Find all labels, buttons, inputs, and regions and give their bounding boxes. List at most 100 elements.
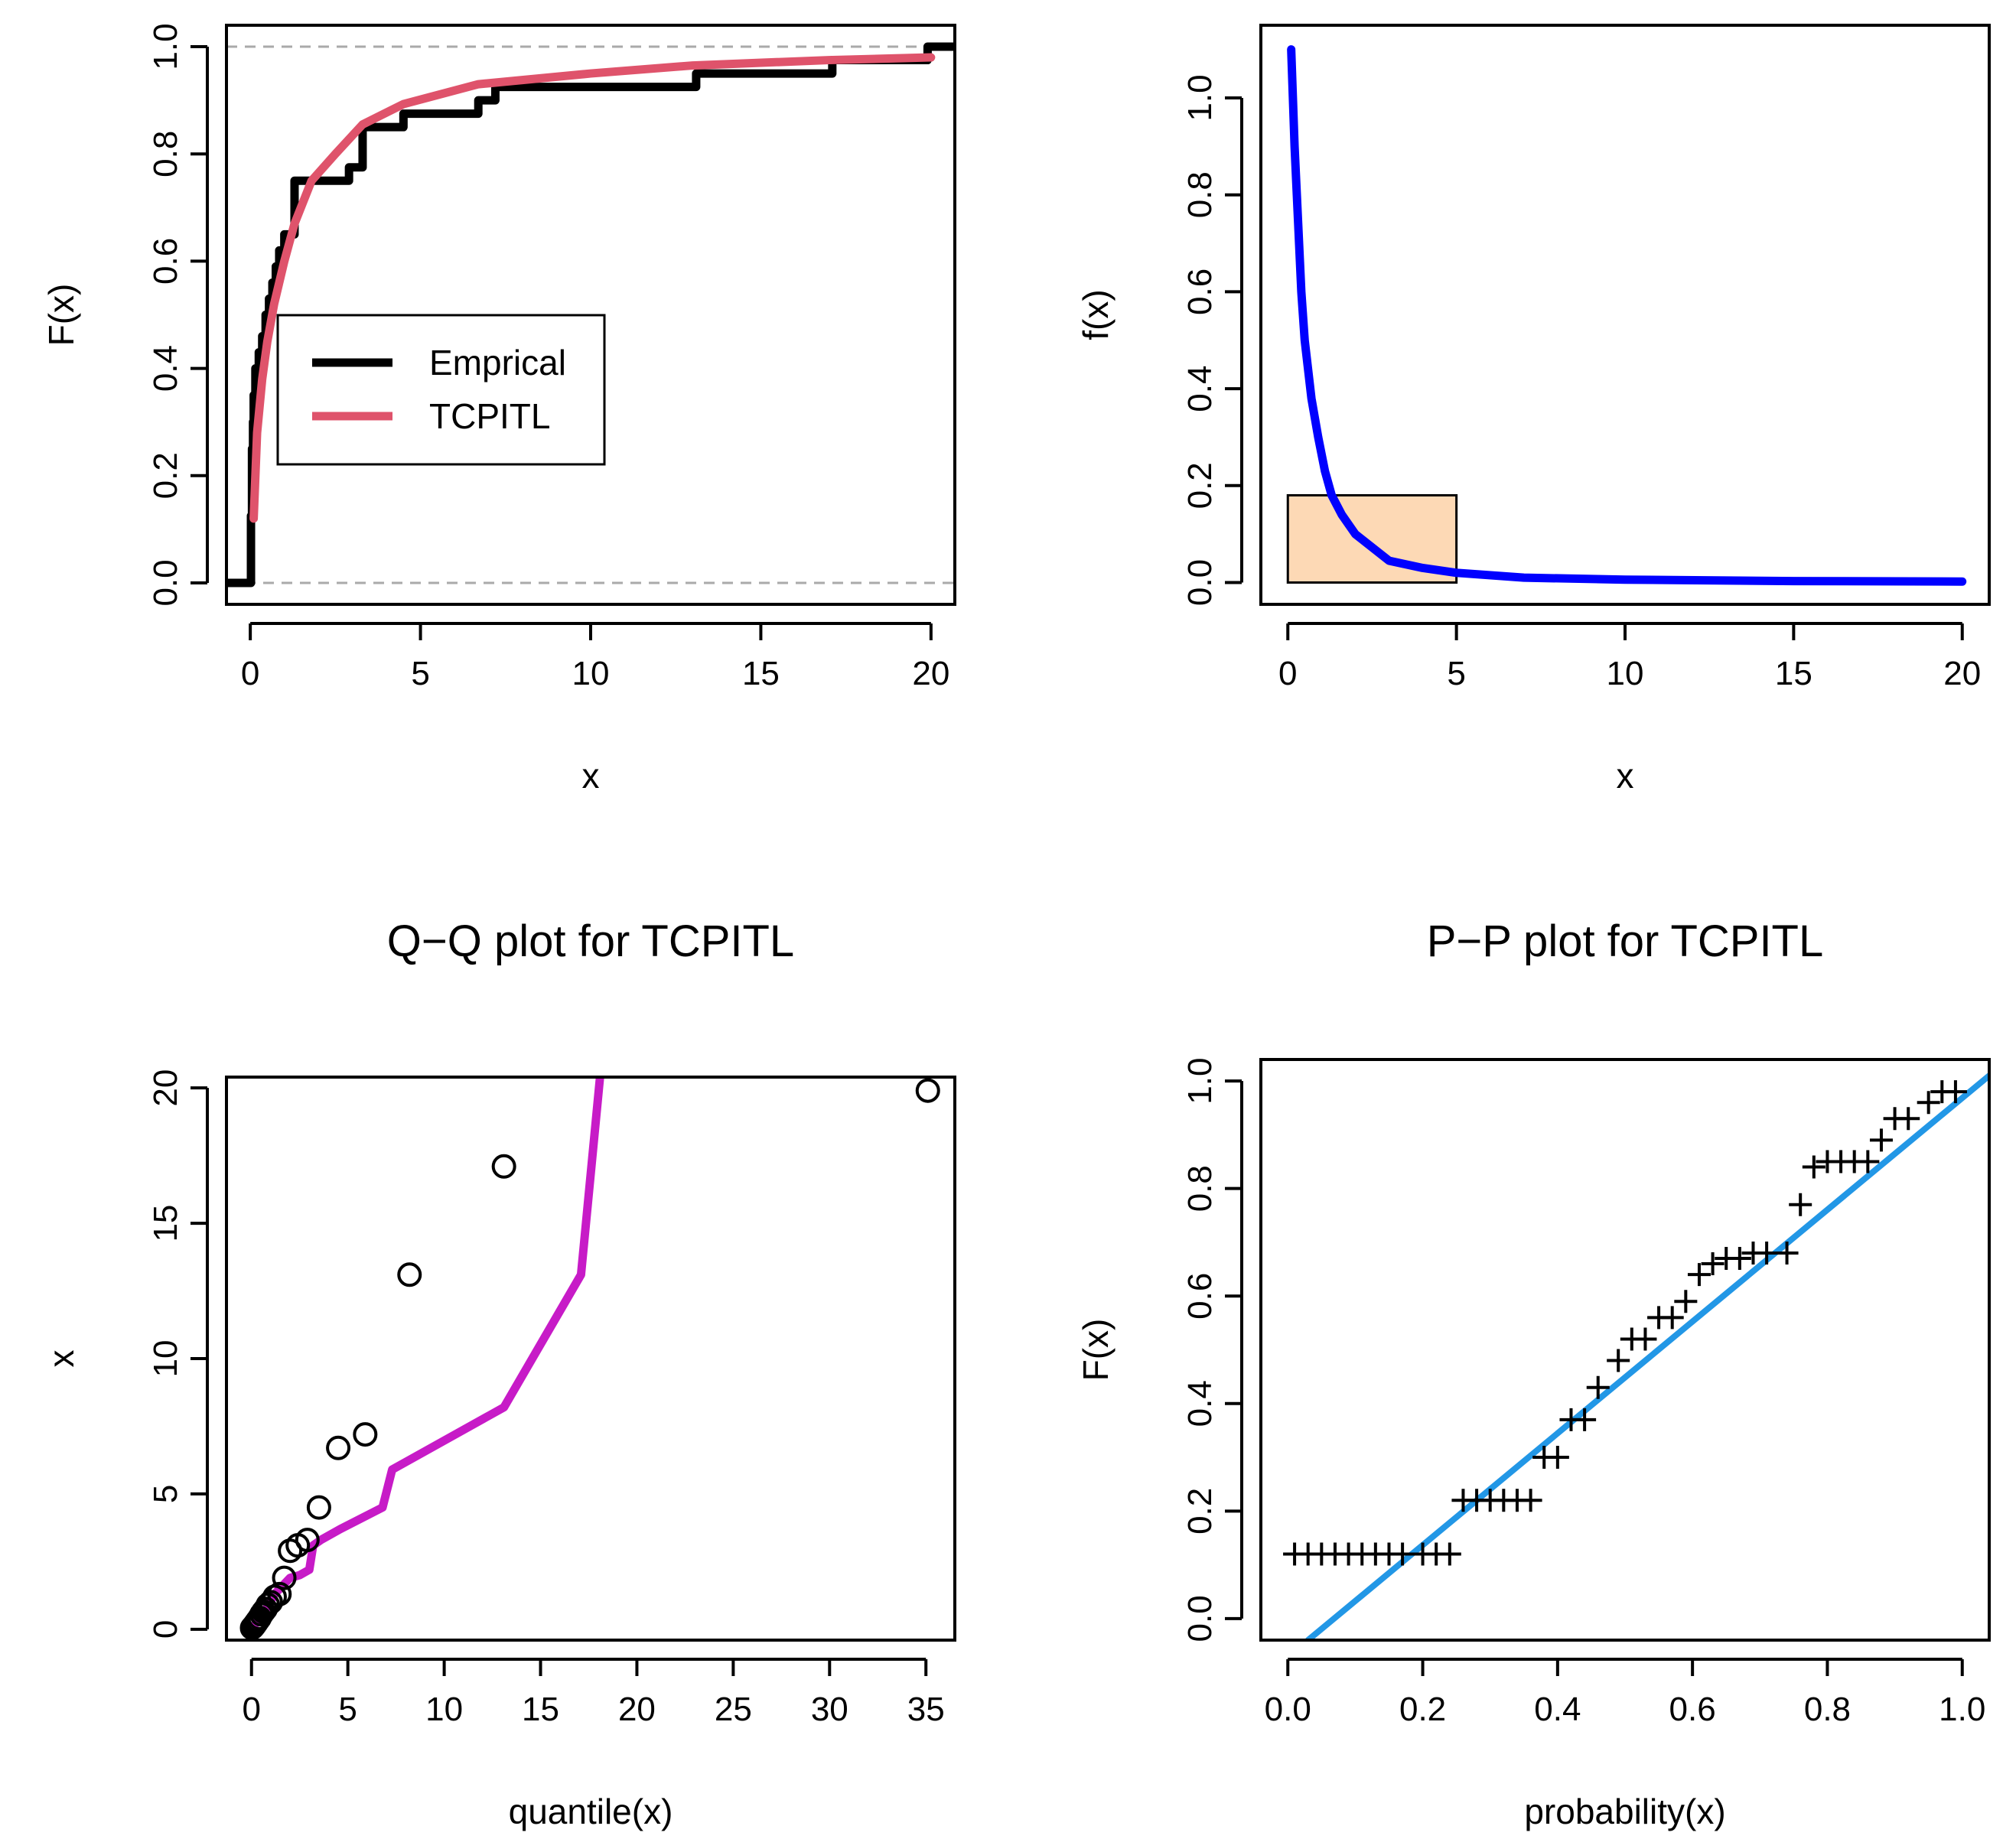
x-tick-label-1: 5	[338, 1691, 357, 1728]
y-tick-label-0: 0.0	[147, 559, 184, 606]
x-axis-label: quantile(x)	[509, 1792, 673, 1831]
pp-point-32	[1728, 1247, 1751, 1271]
x-tick-label-7: 35	[907, 1691, 945, 1728]
qq-point-20	[353, 1422, 378, 1447]
y-tick-label-2: 0.4	[147, 345, 184, 392]
series-line-emprical	[226, 42, 955, 588]
x-tick-label-3: 15	[1775, 655, 1812, 692]
x-tick-label-1: 0.2	[1399, 1691, 1446, 1728]
y-axis-label: F(x)	[41, 284, 81, 347]
cdf-panel: 0 5 10 15 20 0.0 0.2 0.4 0.6 0.8 1.0 x F(x) Emprical T…	[41, 23, 956, 796]
y-tick-label-1: 5	[147, 1485, 184, 1503]
pp-point-30	[1701, 1252, 1725, 1276]
pp-point-19	[1545, 1446, 1569, 1470]
y-tick-label-4: 0.8	[1181, 171, 1219, 218]
pp-point-28	[1674, 1290, 1698, 1313]
y-tick-label-1: 0.2	[1181, 462, 1219, 509]
plot-area	[239, 1077, 940, 1640]
y-tick-label-5: 1.0	[147, 23, 184, 70]
x-axis-label: x	[1617, 756, 1634, 796]
x-tick-label-0: 0	[242, 1691, 260, 1728]
x-tick-label-0: 0	[1278, 655, 1297, 692]
y-tick-label-0: 0.0	[1181, 559, 1219, 606]
y-axis-label: F(x)	[1076, 1319, 1115, 1382]
pp-point-21	[1573, 1408, 1597, 1431]
plot-area	[1283, 1072, 1989, 1640]
y-tick-label-5: 1.0	[1181, 74, 1219, 121]
y-tick-label-4: 0.8	[1181, 1165, 1219, 1212]
pp-point-37	[1802, 1155, 1825, 1179]
x-tick-label-4: 0.8	[1804, 1691, 1851, 1728]
x-tick-label-2: 10	[572, 655, 610, 692]
y-tick-label-1: 0.2	[1181, 1488, 1219, 1535]
qq-point-19	[326, 1435, 351, 1460]
x-tick-label-1: 5	[411, 655, 429, 692]
x-tick-label-4: 20	[1943, 655, 1981, 692]
pp-point-22	[1586, 1375, 1610, 1399]
qq-panel: 0 5 10 15 20 25 30 35 0 5 10 15 20 quantile(x) x Q−Q pl…	[41, 916, 956, 1831]
plot-frame	[1259, 1058, 1991, 1642]
pp-point-41	[1856, 1150, 1880, 1173]
pp-point-25	[1633, 1327, 1657, 1351]
plot-area	[226, 42, 955, 588]
pp-point-45	[1917, 1091, 1940, 1115]
y-tick-label-0: 0	[147, 1620, 184, 1639]
legend-label-1: TCPITL	[429, 396, 550, 436]
y-tick-label-2: 10	[147, 1340, 184, 1378]
x-tick-label-2: 10	[425, 1691, 463, 1728]
pp-point-34	[1755, 1242, 1779, 1265]
y-axis-label: x	[41, 1350, 81, 1368]
x-tick-label-2: 0.4	[1534, 1691, 1581, 1728]
y-axis-label: f(x)	[1076, 289, 1115, 340]
density-panel: 0 5 10 15 20 0.0 0.2 0.4 0.6 0.8 1.0 x f(x)	[1076, 24, 1991, 796]
x-tick-label-2: 10	[1607, 655, 1644, 692]
y-tick-label-0: 0.0	[1181, 1595, 1219, 1642]
qq-point-11	[258, 1590, 283, 1615]
pp-point-44	[1897, 1107, 1920, 1131]
qq-point-14	[272, 1565, 297, 1590]
x-tick-label-5: 25	[715, 1691, 752, 1728]
pp-point-17	[1519, 1489, 1542, 1512]
plot-area	[1286, 45, 1967, 586]
y-tick-label-3: 0.6	[1181, 1273, 1219, 1320]
panel-title: P−P plot for TCPITL	[1427, 916, 1824, 966]
pp-point-42	[1869, 1128, 1893, 1152]
pp-point-36	[1789, 1193, 1812, 1216]
pp-point-35	[1775, 1242, 1799, 1265]
y-tick-label-1: 0.2	[147, 452, 184, 499]
y-tick-label-3: 0.6	[1181, 269, 1219, 315]
pp-point-8	[1391, 1542, 1415, 1566]
x-tick-label-3: 15	[522, 1691, 559, 1728]
y-tick-label-3: 0.6	[147, 238, 184, 285]
legend: Emprical TCPITL	[276, 314, 606, 466]
y-tick-label-4: 0.8	[147, 131, 184, 177]
legend-label-0: Emprical	[429, 343, 566, 382]
series-line-tcpitl	[249, 53, 936, 523]
series-line-0	[1287, 45, 1967, 586]
pp-point-29	[1687, 1263, 1711, 1287]
qq-point-13	[267, 1581, 292, 1606]
y-tick-label-4: 20	[147, 1069, 184, 1107]
y-tick-label-3: 15	[147, 1205, 184, 1242]
x-tick-label-3: 15	[742, 655, 780, 692]
qq-point-17	[295, 1528, 320, 1553]
x-tick-label-3: 0.6	[1669, 1691, 1716, 1728]
qq-point-21	[397, 1262, 422, 1287]
pp-point-27	[1660, 1306, 1684, 1330]
pp-point-23	[1607, 1349, 1630, 1372]
plot-frame	[225, 24, 956, 606]
x-tick-label-4: 20	[912, 655, 949, 692]
pp-point-47	[1943, 1080, 1967, 1104]
x-axis-label: probability(x)	[1524, 1792, 1725, 1831]
series-line-0	[248, 1077, 604, 1632]
y-tick-label-5: 1.0	[1181, 1058, 1219, 1105]
x-axis-label: x	[582, 756, 600, 796]
y-tick-label-2: 0.4	[1181, 1380, 1219, 1427]
x-tick-label-5: 1.0	[1939, 1691, 1985, 1728]
qq-point-22	[491, 1154, 516, 1179]
x-tick-label-1: 5	[1447, 655, 1465, 692]
x-tick-label-0: 0	[241, 655, 259, 692]
plot-frame	[1259, 24, 1991, 606]
x-tick-label-0: 0.0	[1265, 1691, 1311, 1728]
